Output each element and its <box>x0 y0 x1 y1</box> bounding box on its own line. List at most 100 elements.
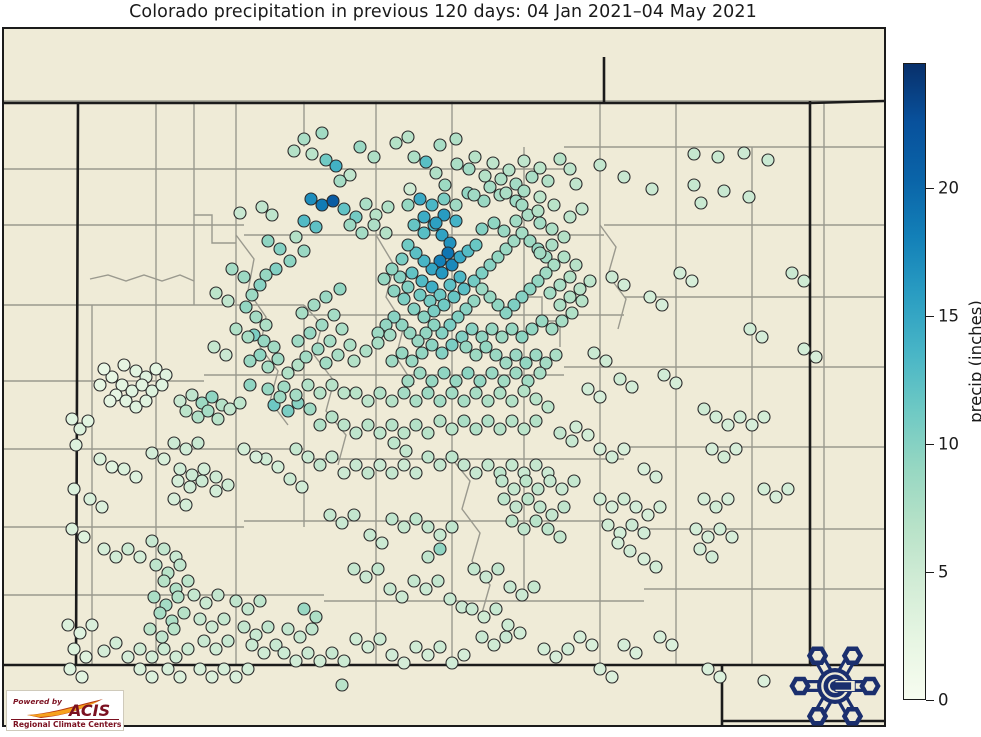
station-marker[interactable] <box>326 194 340 208</box>
station-marker[interactable] <box>450 157 464 171</box>
station-marker[interactable] <box>359 570 373 584</box>
station-marker[interactable] <box>233 206 247 220</box>
station-marker[interactable] <box>199 596 213 610</box>
station-marker[interactable] <box>153 606 167 620</box>
station-marker[interactable] <box>629 646 643 660</box>
station-marker[interactable] <box>295 306 309 320</box>
station-marker[interactable] <box>533 190 547 204</box>
station-marker[interactable] <box>431 574 445 588</box>
station-marker[interactable] <box>563 290 577 304</box>
station-marker[interactable] <box>304 192 318 206</box>
station-marker[interactable] <box>557 500 571 514</box>
station-marker[interactable] <box>343 168 357 182</box>
station-marker[interactable] <box>173 558 187 572</box>
station-marker[interactable] <box>685 274 699 288</box>
station-marker[interactable] <box>581 382 595 396</box>
station-marker[interactable] <box>545 322 559 336</box>
station-marker[interactable] <box>397 292 411 306</box>
station-marker[interactable] <box>581 428 595 442</box>
station-marker[interactable] <box>409 394 423 408</box>
station-marker[interactable] <box>409 466 423 480</box>
station-marker[interactable] <box>637 552 651 566</box>
station-marker[interactable] <box>433 394 447 408</box>
station-marker[interactable] <box>515 330 529 344</box>
station-marker[interactable] <box>349 426 363 440</box>
station-marker[interactable] <box>545 222 559 236</box>
station-marker[interactable] <box>395 346 409 360</box>
station-marker[interactable] <box>451 310 465 324</box>
station-marker[interactable] <box>457 282 471 296</box>
station-marker[interactable] <box>249 450 263 464</box>
station-marker[interactable] <box>655 298 669 312</box>
station-marker[interactable] <box>67 642 81 656</box>
station-marker[interactable] <box>467 562 481 576</box>
station-marker[interactable] <box>757 482 771 496</box>
station-marker[interactable] <box>761 153 775 167</box>
station-marker[interactable] <box>319 153 333 167</box>
station-marker[interactable] <box>457 648 471 662</box>
station-marker[interactable] <box>367 218 381 232</box>
station-marker[interactable] <box>385 418 399 432</box>
station-marker[interactable] <box>413 192 427 206</box>
station-marker[interactable] <box>499 306 513 320</box>
station-marker[interactable] <box>613 372 627 386</box>
station-marker[interactable] <box>177 606 191 620</box>
station-marker[interactable] <box>485 366 499 380</box>
station-marker[interactable] <box>297 244 311 258</box>
station-marker[interactable] <box>399 444 413 458</box>
station-marker[interactable] <box>449 132 463 146</box>
station-marker[interactable] <box>445 338 459 352</box>
station-marker[interactable] <box>407 302 421 316</box>
station-marker[interactable] <box>289 442 303 456</box>
station-marker[interactable] <box>617 170 631 184</box>
station-marker[interactable] <box>535 314 549 328</box>
station-marker[interactable] <box>491 562 505 576</box>
station-marker[interactable] <box>515 226 529 240</box>
station-marker[interactable] <box>593 662 607 676</box>
station-marker[interactable] <box>545 238 559 252</box>
station-marker[interactable] <box>181 574 195 588</box>
station-marker[interactable] <box>281 366 295 380</box>
station-marker[interactable] <box>311 342 325 356</box>
station-marker[interactable] <box>435 326 449 340</box>
station-marker[interactable] <box>737 146 751 160</box>
station-marker[interactable] <box>157 542 171 556</box>
station-marker[interactable] <box>237 442 251 456</box>
station-marker[interactable] <box>373 426 387 440</box>
station-marker[interactable] <box>495 474 509 488</box>
station-marker[interactable] <box>623 544 637 558</box>
station-marker[interactable] <box>443 318 457 332</box>
station-marker[interactable] <box>533 366 547 380</box>
station-marker[interactable] <box>625 518 639 532</box>
station-marker[interactable] <box>653 500 667 514</box>
station-marker[interactable] <box>129 470 143 484</box>
station-marker[interactable] <box>373 458 387 472</box>
station-marker[interactable] <box>171 590 185 604</box>
station-marker[interactable] <box>529 514 543 528</box>
station-marker[interactable] <box>569 420 583 434</box>
station-marker[interactable] <box>438 178 452 192</box>
station-marker[interactable] <box>513 626 527 640</box>
station-marker[interactable] <box>93 378 107 392</box>
station-marker[interactable] <box>205 620 219 634</box>
station-marker[interactable] <box>347 562 361 576</box>
station-marker[interactable] <box>605 270 619 284</box>
station-marker[interactable] <box>187 588 201 602</box>
station-marker[interactable] <box>527 580 541 594</box>
station-marker[interactable] <box>781 482 795 496</box>
station-marker[interactable] <box>405 354 419 368</box>
station-marker[interactable] <box>387 310 401 324</box>
station-marker[interactable] <box>373 632 387 646</box>
station-marker[interactable] <box>733 410 747 424</box>
station-marker[interactable] <box>483 290 497 304</box>
station-marker[interactable] <box>625 380 639 394</box>
station-marker[interactable] <box>309 610 323 624</box>
station-marker[interactable] <box>271 352 285 366</box>
map-panel[interactable] <box>2 27 886 727</box>
station-marker[interactable] <box>673 266 687 280</box>
station-marker[interactable] <box>371 562 385 576</box>
station-marker[interactable] <box>157 452 171 466</box>
station-marker[interactable] <box>79 650 93 664</box>
station-marker[interactable] <box>319 290 333 304</box>
station-marker[interactable] <box>209 286 223 300</box>
